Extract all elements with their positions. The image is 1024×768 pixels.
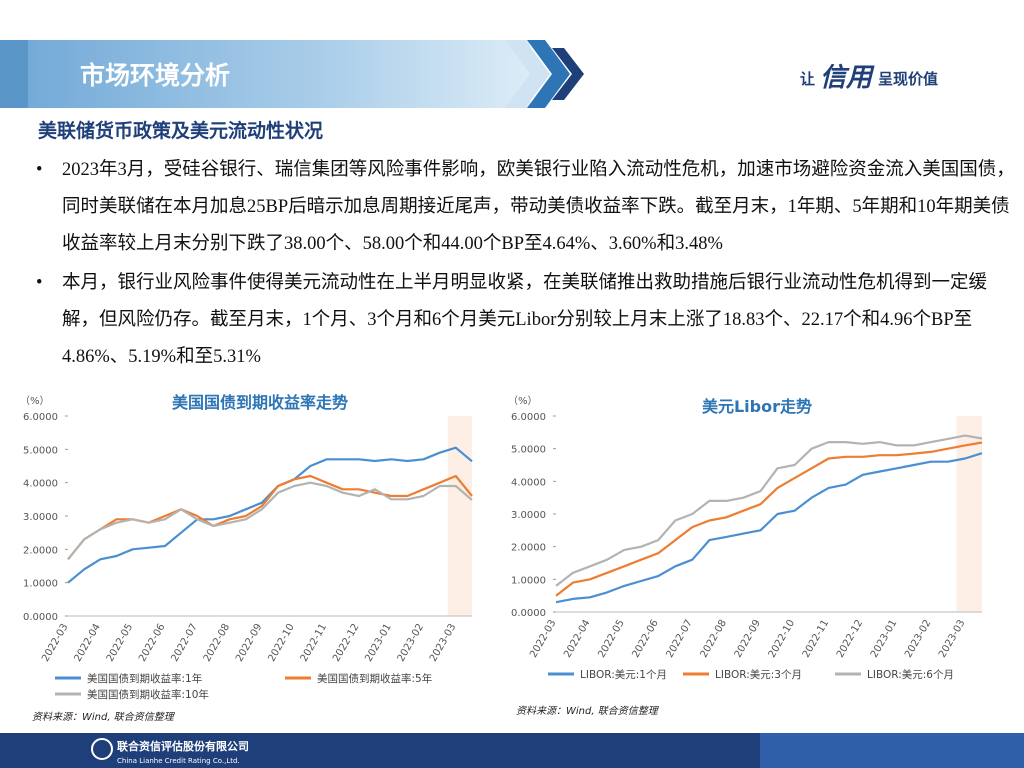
x-tick-label: 2022-03: [40, 622, 70, 664]
bullet-text: 本月，银行业风险事件使得美元流动性在上半月明显收紧，在美联储推出救助措施后银行业…: [62, 273, 988, 367]
legend-label: 美国国债到期收益率:5年: [317, 672, 432, 685]
slogan-mark: 信用: [820, 63, 875, 93]
x-tick-label: 2022-11: [299, 622, 329, 664]
x-tick-label: 2023-02: [396, 622, 426, 664]
source-note: 资料来源：Wind, 联合资信整理: [516, 705, 660, 717]
x-tick-label: 2023-01: [363, 622, 393, 664]
y-tick-label: 5.0000: [23, 445, 58, 456]
footer-accent: [760, 733, 1024, 768]
y-tick-label: 5.0000: [511, 445, 546, 456]
legend-label: LIBOR:美元:1个月: [580, 668, 667, 681]
x-tick-label: 2022-06: [630, 618, 660, 660]
y-tick-label: 3.0000: [511, 510, 546, 521]
x-tick-label: 2023-01: [869, 618, 899, 660]
x-tick-label: 2022-09: [234, 622, 264, 664]
x-tick-label: 2022-08: [202, 622, 232, 664]
y-tick-label: 6.0000: [23, 412, 58, 423]
series-line: [67, 481, 473, 560]
chart-title: 美国国债到期收益率走势: [172, 393, 348, 412]
y-tick-label: 0.0000: [23, 612, 58, 623]
x-tick-label: 2022-11: [801, 618, 831, 660]
bullet: • 2023年3月，受硅谷银行、瑞信集团等风险事件影响，欧美银行业陷入流动性危机，…: [36, 160, 1015, 254]
y-tick-label: 3.0000: [23, 512, 58, 523]
legend-label: 美国国债到期收益率:10年: [87, 688, 209, 701]
legend-label: LIBOR:美元:6个月: [867, 668, 954, 681]
slogan: 呈现价值: [878, 70, 938, 88]
header-edge: [0, 40, 28, 108]
x-tick-label: 2022-04: [72, 622, 102, 664]
y-tick-label: 2.0000: [511, 543, 546, 554]
x-tick-label: 2022-08: [699, 618, 729, 660]
chevron: [552, 48, 584, 100]
x-tick-label: 2023-03: [428, 622, 458, 664]
highlight-band: [956, 416, 982, 612]
slogan: 让: [800, 70, 815, 88]
x-tick-label: 2022-10: [767, 618, 797, 660]
header-band: [0, 40, 530, 108]
series-line: [555, 434, 983, 587]
x-tick-label: 2022-06: [137, 622, 167, 664]
series-line: [555, 452, 983, 604]
y-tick-label: 1.0000: [511, 575, 546, 586]
header-title: 市场环境分析: [80, 61, 230, 90]
highlight-band: [447, 416, 472, 616]
logo: [91, 738, 113, 760]
x-tick-label: 2022-12: [331, 622, 361, 664]
series-line: [67, 446, 473, 584]
chart-title: 美元Libor走势: [702, 397, 812, 416]
charts: 美国国债到期收益率走势 （%） 资料来源：Wind, 联合资信整理 0.0000 1.0…: [20, 393, 983, 723]
y-tick-label: 2.0000: [23, 545, 58, 556]
y-tick-label: 0.0000: [511, 608, 546, 619]
legend-label: LIBOR:美元:3个月: [715, 668, 802, 681]
x-tick-label: 2023-02: [903, 618, 933, 660]
y-tick-label: 1.0000: [23, 579, 58, 590]
x-tick-label: 2022-04: [562, 618, 592, 660]
company-en: China Lianhe Credit Rating Co.,Ltd.: [117, 757, 240, 765]
y-tick-label: 4.0000: [511, 477, 546, 488]
legend-label: 美国国债到期收益率:1年: [87, 672, 202, 685]
series-line: [555, 441, 983, 597]
bullet-text: 2023年3月，受硅谷银行、瑞信集团等风险事件影响，欧美银行业陷入流动性危机，加…: [62, 160, 1015, 254]
x-tick-label: 2022-12: [835, 618, 865, 660]
source-note: 资料来源：Wind, 联合资信整理: [32, 711, 176, 723]
section-heading: 美联储货币政策及美元流动性状况: [38, 120, 324, 142]
x-tick-label: 2022-09: [733, 618, 763, 660]
x-tick-label: 2022-05: [105, 622, 135, 664]
chevron: [527, 40, 570, 108]
x-tick-label: 2022-07: [664, 618, 694, 660]
x-tick-label: 2022-05: [596, 618, 626, 660]
y-axis-label: （%）: [20, 395, 50, 407]
series-line: [67, 474, 473, 560]
x-tick-label: 2022-03: [528, 618, 558, 660]
x-tick-label: 2022-07: [169, 622, 199, 664]
x-tick-label: 2023-03: [937, 618, 967, 660]
y-axis-label: （%）: [508, 395, 538, 407]
company: 联合资信评估股份有限公司: [117, 739, 249, 753]
chevron: [505, 40, 550, 108]
x-tick-label: 2022-10: [266, 622, 296, 664]
y-tick-label: 4.0000: [23, 479, 58, 490]
y-tick-label: 6.0000: [511, 412, 546, 423]
bullet: • 本月，银行业风险事件使得美元流动性在上半月明显收紧，在美联储推出救助措施后银行…: [36, 273, 988, 367]
